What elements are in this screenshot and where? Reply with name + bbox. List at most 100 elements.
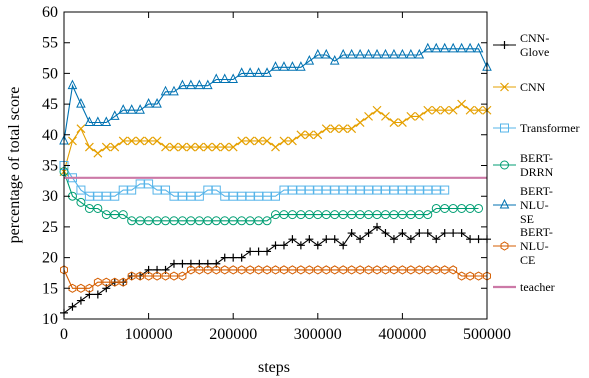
data-point-cnn-glove: [356, 235, 365, 244]
data-point-bert-nlu-se: [456, 42, 467, 53]
y-tick-label: 15: [42, 280, 58, 297]
data-point-bert-nlu-se: [372, 48, 382, 59]
data-point-bert-nlu-se: [194, 79, 205, 90]
data-point-cnn-glove: [305, 235, 314, 244]
data-point-cnn: [220, 142, 230, 152]
data-point-bert-nlu-se: [448, 42, 458, 53]
legend-marker-bert-drrn: [500, 160, 509, 170]
data-point-cnn: [254, 136, 264, 146]
data-point-bert-nlu-se: [76, 97, 86, 108]
data-point-cnn: [330, 124, 340, 134]
data-point-cnn-glove: [474, 235, 483, 244]
data-point-bert-drrn: [423, 210, 433, 220]
data-point-bert-nlu-se: [253, 67, 264, 77]
data-point-bert-nlu-ce: [178, 271, 187, 281]
data-point-bert-nlu-ce: [373, 265, 381, 275]
data-point-bert-nlu-ce: [389, 265, 398, 275]
data-point-bert-nlu-ce: [449, 265, 458, 275]
series-cnn: [59, 99, 492, 177]
data-point-cnn-glove: [220, 253, 229, 262]
series-bert-nlu-se: [59, 42, 492, 145]
data-point-bert-nlu-ce: [381, 265, 390, 275]
data-point-cnn-glove: [271, 241, 280, 250]
legend-label-bert-drrn: BERT-DRRN: [520, 151, 554, 179]
data-point-cnn: [296, 130, 306, 140]
data-point-bert-nlu-se: [346, 48, 357, 59]
data-point-bert-nlu-ce: [229, 265, 238, 275]
legend-label-cnn-glove: CNN-Glove: [520, 31, 549, 59]
y-tick-label: 30: [42, 188, 58, 205]
data-point-bert-nlu-ce: [330, 265, 339, 275]
data-point-bert-nlu-ce: [322, 265, 331, 275]
data-point-bert-nlu-se: [186, 79, 196, 90]
data-point-bert-nlu-se: [380, 48, 391, 59]
data-point-bert-nlu-ce: [305, 265, 314, 275]
data-point-cnn-glove: [423, 229, 432, 238]
data-point-bert-nlu-se: [109, 110, 120, 120]
data-point-cnn: [271, 142, 280, 152]
data-point-bert-nlu-se: [397, 48, 408, 59]
x-tick-label: 100000: [125, 326, 173, 343]
data-point-bert-nlu-ce: [296, 265, 305, 275]
data-point-cnn-glove: [229, 253, 238, 262]
data-point-cnn-glove: [373, 222, 382, 231]
data-point-transformer: [76, 185, 86, 195]
x-tick-label: 300000: [294, 326, 342, 343]
data-point-cnn-glove: [68, 302, 77, 311]
y-tick-label: 45: [42, 96, 58, 113]
data-point-bert-nlu-ce: [220, 265, 229, 275]
data-point-cnn: [152, 136, 162, 146]
data-point-cnn: [347, 124, 357, 134]
data-point-cnn-glove: [466, 235, 475, 244]
legend-item-bert-nlu-se: BERT-NLU-SE: [493, 184, 553, 226]
data-point-bert-nlu-ce: [474, 271, 483, 281]
x-tick-label: 0: [60, 326, 68, 343]
legend-item-teacher: teacher: [493, 280, 555, 294]
data-point-cnn-glove: [398, 229, 407, 238]
data-point-bert-nlu-se: [338, 48, 348, 59]
data-point-cnn-glove: [415, 229, 424, 238]
data-point-cnn-glove: [263, 247, 272, 256]
data-point-bert-nlu-se: [414, 48, 425, 59]
data-point-cnn-glove: [457, 229, 466, 238]
legend-item-cnn-glove: CNN-Glove: [493, 31, 549, 59]
data-point-cnn-glove: [195, 259, 204, 268]
data-point-cnn-glove: [161, 265, 170, 274]
data-point-cnn-glove: [296, 241, 305, 250]
data-point-cnn-glove: [347, 229, 356, 238]
data-point-cnn: [304, 130, 314, 140]
y-tick-label: 55: [42, 35, 58, 52]
data-point-cnn: [364, 111, 373, 121]
data-point-bert-nlu-se: [270, 61, 281, 71]
data-point-bert-nlu-ce: [170, 271, 178, 281]
y-tick-label: 60: [42, 4, 58, 21]
data-point-cnn-glove: [288, 235, 297, 244]
data-point-cnn: [414, 111, 424, 121]
data-point-transformer: [144, 179, 154, 189]
x-tick-label: 200000: [209, 326, 257, 343]
data-point-cnn-glove: [153, 265, 162, 274]
data-point-cnn: [76, 124, 86, 134]
data-point-bert-nlu-se: [304, 55, 315, 65]
data-point-bert-nlu-se: [406, 48, 416, 59]
data-point-cnn-glove: [85, 290, 94, 299]
y-tick-label: 10: [42, 311, 58, 328]
data-point-bert-nlu-se: [329, 55, 340, 65]
data-point-bert-nlu-se: [177, 79, 188, 90]
data-point-bert-nlu-ce: [406, 265, 415, 275]
data-point-bert-nlu-ce: [457, 271, 466, 281]
data-point-bert-nlu-se: [321, 48, 332, 59]
data-point-bert-nlu-ce: [364, 265, 373, 275]
legend-marker-bert-nlu-ce: [500, 241, 509, 251]
series-transformer: [59, 161, 450, 201]
data-point-cnn: [287, 136, 297, 146]
data-point-bert-nlu-se: [211, 73, 222, 84]
legend: CNN-Glove CNN Transformer BERT-DRRN BERT-NLU…: [493, 31, 580, 294]
data-point-bert-nlu-se: [169, 85, 179, 96]
data-point-cnn-glove: [322, 235, 331, 244]
data-point-cnn: [237, 136, 247, 146]
data-point-cnn-glove: [93, 290, 102, 299]
data-point-transformer: [110, 191, 120, 201]
data-point-bert-nlu-ce: [102, 277, 111, 287]
